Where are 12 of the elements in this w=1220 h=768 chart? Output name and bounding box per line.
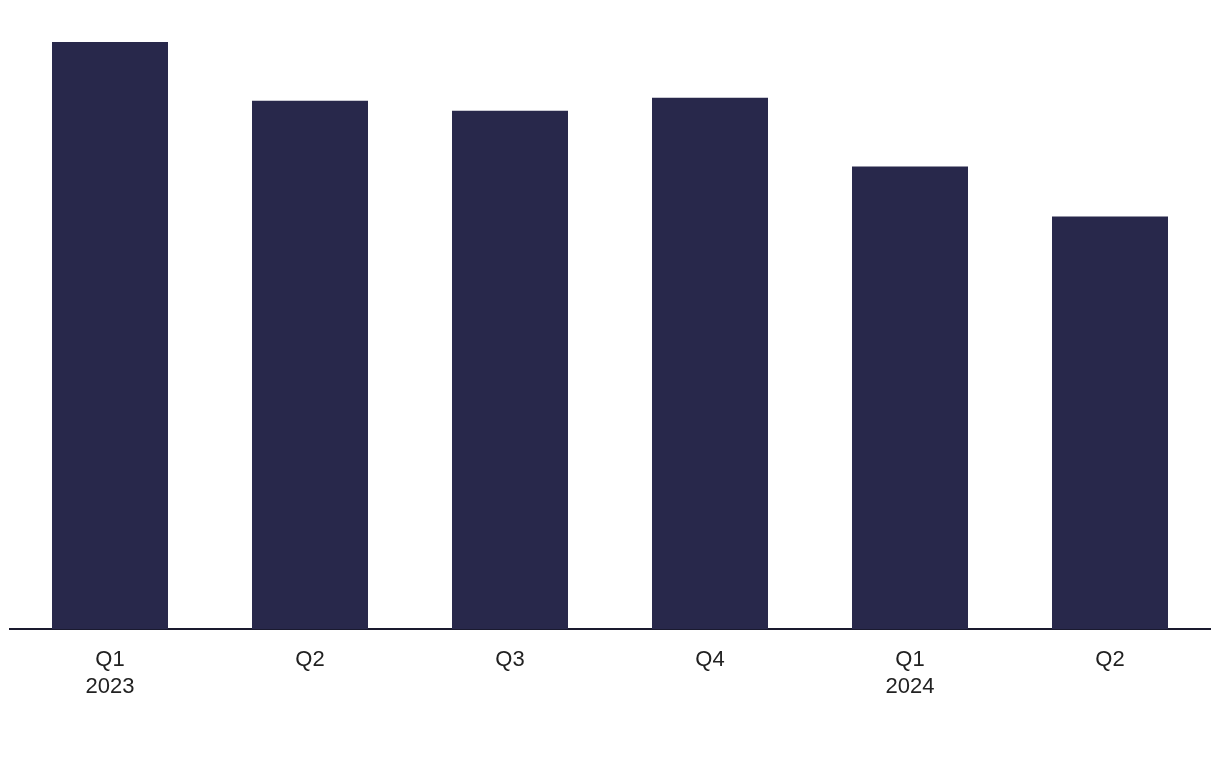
bar [452,110,568,630]
bar [852,166,968,630]
x-tick-label: Q3 [495,646,525,672]
bar [1052,216,1168,630]
x-tick-label: Q2 [1095,646,1125,672]
x-tick-label: Q2 [295,646,325,672]
bar [52,42,168,630]
x-tick-label: Q1 2023 [85,646,135,698]
x-tick-label: Q1 2024 [885,646,935,698]
bar [252,100,368,630]
x-tick-label: Q4 [695,646,725,672]
bar [652,97,768,630]
